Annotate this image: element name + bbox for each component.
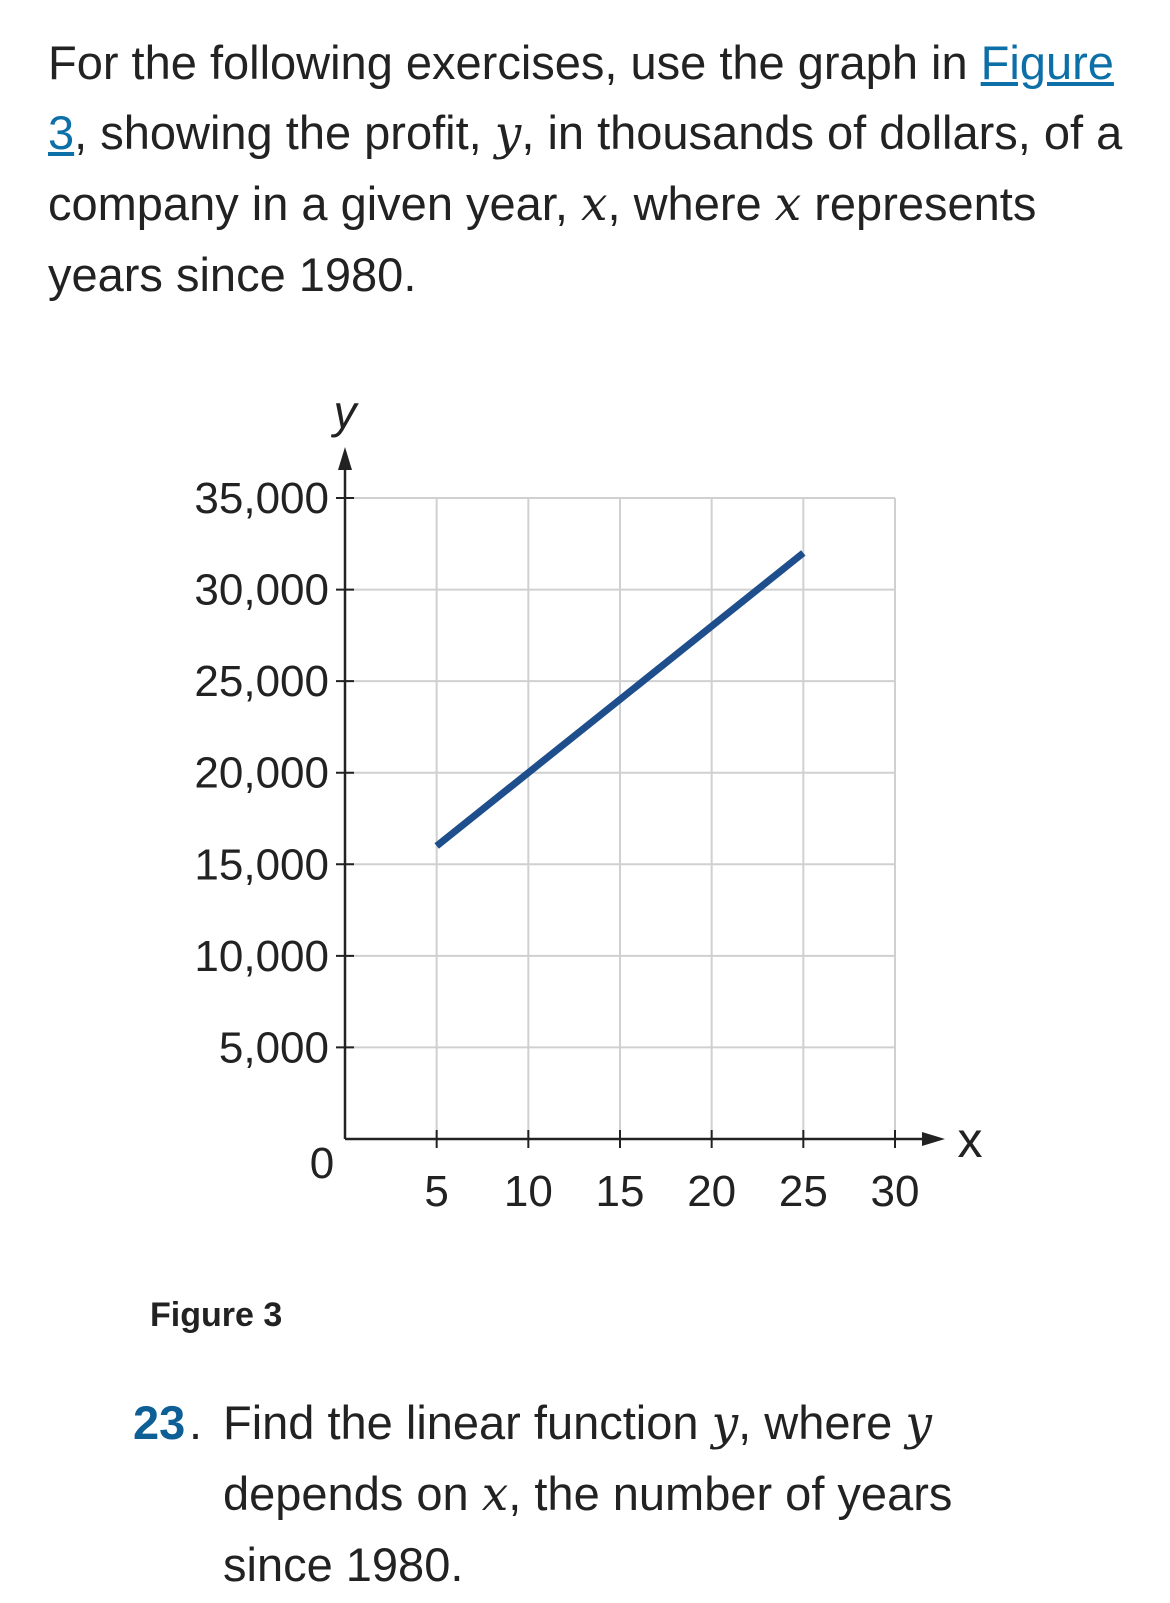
exercise-number: 23 <box>133 1396 186 1449</box>
x-tick-label: 30 <box>871 1167 920 1216</box>
labels: 5,000 10,000 15,000 20,000 25,000 30,000 35,00… <box>194 386 982 1216</box>
y-axis-label: y <box>331 386 360 438</box>
intro-text-3: , in thousands of dollars, of a company … <box>48 106 1123 230</box>
y-tick-label: 10,000 <box>194 932 329 981</box>
y-tick-label: 35,000 <box>194 474 329 523</box>
exercise-text-2: , where <box>738 1396 906 1449</box>
exercise-dot: . <box>189 1396 203 1449</box>
y-axis-arrow <box>338 447 352 470</box>
intro-text-2: , showing the profit, <box>74 106 495 159</box>
exercise-text-1: Find the linear function <box>223 1396 712 1449</box>
var-x: x <box>580 177 608 232</box>
y-tick-label: 20,000 <box>194 749 329 798</box>
profit-chart: 5,000 10,000 15,000 20,000 25,000 30,000 35,00… <box>194 386 982 1216</box>
x-tick-label: 5 <box>424 1167 448 1216</box>
y-tick-label: 15,000 <box>194 840 329 889</box>
origin-label: 0 <box>310 1139 334 1188</box>
x-axis-label: x <box>958 1112 983 1168</box>
figure-caption: Figure 3 <box>150 1296 283 1334</box>
x-tick-label: 20 <box>687 1167 736 1216</box>
axes <box>336 447 945 1148</box>
exercise-text-3: depends on <box>223 1467 482 1520</box>
x-axis-arrow <box>922 1132 945 1146</box>
var-y: y <box>494 106 522 161</box>
exercise-text-4: , the number of years since 1980. <box>223 1467 953 1591</box>
intro-text-1: For the following exercises, use the gra… <box>48 36 981 89</box>
intro-text-5: represents years since 1980. <box>48 177 1037 301</box>
intro-paragraph: For the following exercises, use the gra… <box>48 28 1138 310</box>
figure-3-link[interactable]: Figure 3 <box>48 36 1114 159</box>
x-tick-label: 10 <box>504 1167 553 1216</box>
series <box>434 550 806 849</box>
var-y: y <box>905 1396 932 1451</box>
y-tick-label: 5,000 <box>219 1023 329 1072</box>
var-x: x <box>774 177 802 232</box>
profit-line <box>434 550 806 849</box>
exercise-text: Find the linear function y, where y depe… <box>223 1388 1023 1600</box>
y-tick-label: 30,000 <box>194 566 329 615</box>
x-tick-label: 15 <box>596 1167 645 1216</box>
intro-text-4: , where <box>607 177 775 230</box>
y-tick-label: 25,000 <box>194 657 329 706</box>
var-x: x <box>481 1467 509 1522</box>
x-tick-label: 25 <box>779 1167 828 1216</box>
var-y: y <box>711 1396 739 1451</box>
grid <box>345 497 896 1139</box>
